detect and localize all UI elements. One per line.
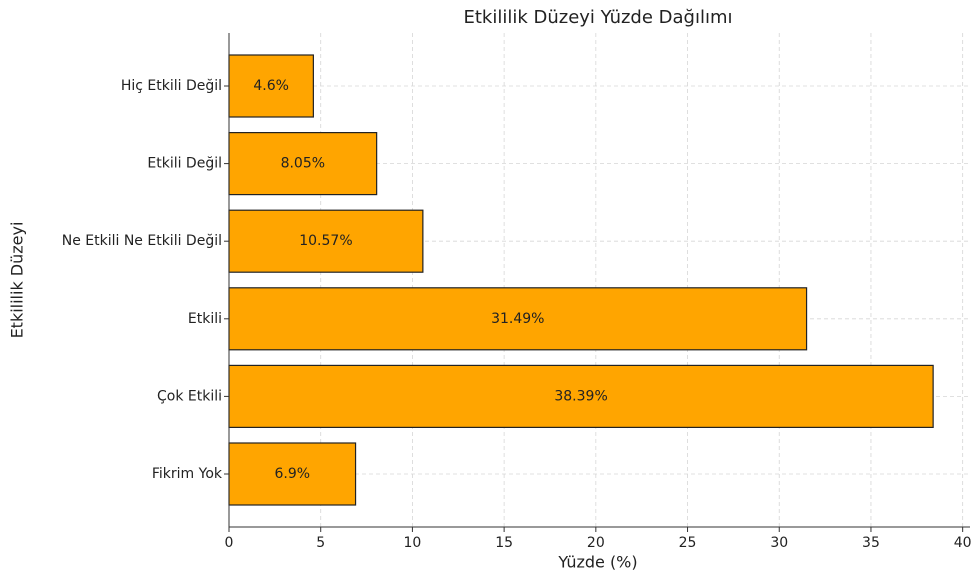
x-tick-label: 10	[404, 535, 422, 551]
value-label: 8.05%	[281, 156, 325, 172]
chart-title: Etkililik Düzeyi Yüzde Dağılımı	[463, 7, 732, 28]
y-tick-label: Etkili	[188, 311, 222, 327]
y-tick-label: Ne Etkili Ne Etkili Değil	[62, 233, 222, 249]
y-axis-label: Etkililik Düzeyi	[8, 222, 27, 339]
value-label: 4.6%	[253, 78, 289, 94]
x-axis-label: Yüzde (%)	[557, 553, 637, 572]
value-label: 38.39%	[554, 388, 607, 404]
x-tick-label: 5	[316, 535, 325, 551]
x-tick-label: 15	[495, 535, 513, 551]
bar	[228, 364, 934, 428]
y-tick-label: Etkili Değil	[147, 156, 222, 172]
y-tick-label: Fikrim Yok	[152, 466, 223, 482]
x-tick-label: 25	[679, 535, 697, 551]
value-label: 10.57%	[299, 233, 352, 249]
x-tick-label: 40	[954, 535, 972, 551]
x-tick-label: 0	[225, 535, 234, 551]
y-tick-label: Hiç Etkili Değil	[121, 78, 222, 94]
value-label: 31.49%	[491, 311, 544, 327]
value-label: 6.9%	[274, 466, 310, 482]
bar	[228, 132, 378, 196]
x-tick-label: 30	[770, 535, 788, 551]
x-tick-label: 20	[587, 535, 605, 551]
bar	[228, 287, 808, 351]
y-tick-label: Çok Etkili	[157, 388, 222, 404]
x-tick-label: 35	[862, 535, 880, 551]
